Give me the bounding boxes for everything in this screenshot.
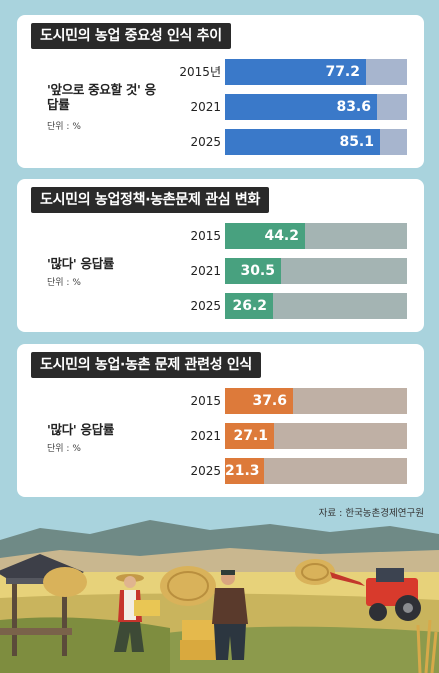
value-label: 26.2	[232, 298, 267, 314]
chart-title: 도시민의 농업정책·농촌문제 관심 변화	[31, 187, 270, 213]
bar	[225, 129, 380, 155]
bar-track: 85.1	[225, 129, 407, 155]
category-label: 2021	[190, 264, 221, 278]
bar-row: 2021 83.6	[167, 94, 407, 120]
bar	[225, 388, 293, 414]
hay-block-icon	[182, 620, 216, 642]
bar	[225, 258, 281, 284]
bar	[225, 458, 264, 484]
bar-row: 2025 85.1	[167, 129, 407, 155]
category-label: 2015	[190, 229, 221, 243]
bar-track: 77.2	[225, 59, 407, 85]
bar-row: 2021 27.1	[167, 423, 407, 449]
value-label: 77.2	[325, 64, 360, 80]
bar	[225, 223, 305, 249]
unit-label: 단위 : %	[47, 278, 81, 288]
farm-illustration	[0, 520, 439, 673]
bar-row: 2015년 77.2	[167, 59, 407, 85]
bar	[225, 423, 274, 449]
bar-track: 30.5	[225, 258, 407, 284]
bar	[225, 293, 273, 319]
category-label: 2025	[190, 135, 221, 149]
farmer-icon	[114, 574, 160, 652]
chart-title: 도시민의 농업 중요성 인식 추이	[31, 23, 231, 49]
bar-row: 2015 44.2	[167, 223, 407, 249]
value-label: 21.3	[225, 463, 260, 479]
series-label: '앞으로 중요할 것' 응답률	[47, 82, 156, 112]
bar-track: 83.6	[225, 94, 407, 120]
chart-title: 도시민의 농업·농촌 문제 관련성 인식	[31, 352, 262, 378]
bar-track: 21.3	[225, 458, 407, 484]
bar-track: 26.2	[225, 293, 407, 319]
bar	[225, 94, 377, 120]
value-label: 83.6	[336, 99, 371, 115]
tractor-icon	[330, 568, 421, 621]
chart-panel-2: 도시민의 농업정책·농촌문제 관심 변화 '많다' 응답률 단위 : % 201…	[17, 179, 424, 332]
category-label: 2021	[190, 100, 221, 114]
bar-track: 27.1	[225, 423, 407, 449]
value-label: 37.6	[252, 393, 287, 409]
hay-bale-icon	[43, 567, 87, 597]
bar	[225, 59, 366, 85]
bar-track: 37.6	[225, 388, 407, 414]
bar-row: 2021 30.5	[167, 258, 407, 284]
chart-panel-3: 도시민의 농업·농촌 문제 관련성 인식 '많다' 응답률 단위 : % 201…	[17, 344, 424, 497]
value-label: 44.2	[264, 228, 299, 244]
value-label: 30.5	[240, 263, 275, 279]
category-label: 2015	[190, 394, 221, 408]
hay-bale-icon	[160, 566, 216, 606]
category-label: 2025	[190, 464, 221, 478]
bar-track: 44.2	[225, 223, 407, 249]
unit-label: 단위 : %	[47, 122, 81, 132]
category-label: 2015년	[179, 65, 221, 79]
unit-label: 단위 : %	[47, 444, 81, 454]
source-note: 자료 : 한국농촌경제연구원	[318, 508, 424, 519]
series-label: '많다' 응답률	[47, 422, 115, 437]
bar-row: 2025 26.2	[167, 293, 407, 319]
bar-row: 2025 21.3	[167, 458, 407, 484]
category-label: 2025	[190, 299, 221, 313]
value-label: 27.1	[233, 428, 268, 444]
farmer-icon	[212, 570, 248, 660]
reeds-icon	[416, 619, 438, 673]
bar-row: 2015 37.6	[167, 388, 407, 414]
value-label: 85.1	[339, 134, 374, 150]
chart-panel-1: 도시민의 농업 중요성 인식 추이 '앞으로 중요할 것' 응답률 단위 : %…	[17, 15, 424, 168]
series-label: '많다' 응답률	[47, 256, 115, 271]
hay-block-icon	[180, 640, 216, 660]
category-label: 2021	[190, 429, 221, 443]
hay-bale-icon	[295, 559, 335, 585]
